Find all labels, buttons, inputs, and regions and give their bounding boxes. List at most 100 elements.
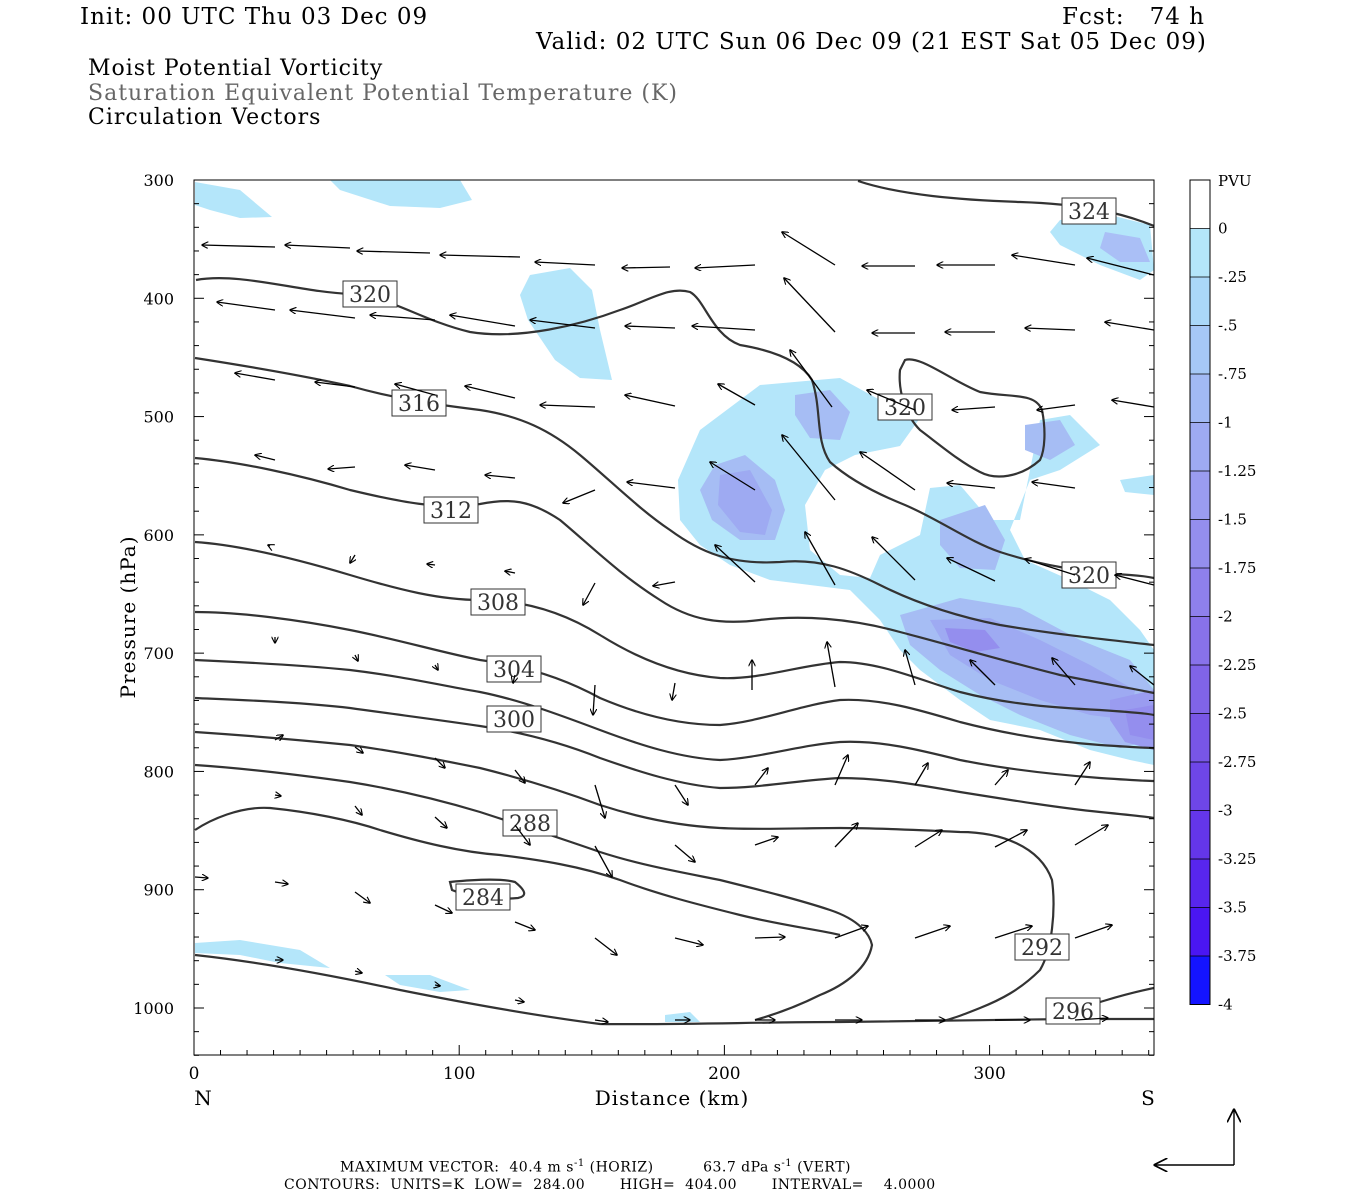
circulation-vector — [274, 735, 283, 740]
svg-text:320: 320 — [349, 283, 391, 308]
circulation-vector — [1032, 482, 1076, 489]
y-tick-label: 700 — [143, 644, 174, 663]
contour-label-308: 308 — [470, 588, 526, 616]
circulation-vector — [1115, 575, 1154, 586]
circulation-vector — [1025, 328, 1076, 330]
plot-frame — [193, 179, 1155, 1056]
contour-ground — [194, 953, 1154, 1026]
circulation-vector — [594, 784, 605, 818]
contour-312 — [194, 456, 1154, 695]
y-tick-label: 1000 — [133, 999, 174, 1018]
x-left-label: N — [194, 1086, 212, 1110]
x-tick-label: 0 — [189, 1064, 200, 1084]
x-right-label: S — [1141, 1086, 1155, 1110]
init-time: Init: 00 UTC Thu 03 Dec 09 — [80, 4, 429, 30]
colorbar-swatch — [1190, 228, 1210, 277]
circulation-vector — [485, 475, 516, 478]
contour-304 — [194, 610, 1154, 750]
circulation-vector — [625, 326, 676, 328]
circulation-vector — [535, 262, 596, 265]
circulation-vector — [692, 326, 756, 331]
axes: 0 100 200 300 300 400 500 600 700 800 900 1000 — [133, 171, 1154, 1084]
circulation-vector — [1074, 762, 1090, 786]
colorbar-swatch — [1190, 519, 1210, 568]
contour-320-closed — [898, 358, 1046, 478]
forecast-hour: Fcst: 74 h — [1062, 4, 1205, 30]
circulation-vector — [754, 768, 768, 786]
circulation-vector — [1037, 404, 1076, 410]
colorbar-label: -.5 — [1218, 317, 1237, 335]
mpv-region — [718, 470, 772, 535]
field-title-theta-es: Saturation Equivalent Potential Temperat… — [88, 81, 678, 106]
y-tick-label: 500 — [143, 408, 174, 427]
circulation-vector — [970, 660, 996, 686]
circulation-vector — [860, 452, 916, 491]
circulation-vector — [782, 435, 836, 501]
circulation-vector — [872, 537, 916, 581]
y-tick-label: 300 — [143, 171, 174, 190]
contour-308 — [194, 540, 1154, 717]
contour-label-288: 288 — [502, 809, 558, 837]
colorbar-label: -3 — [1218, 802, 1233, 820]
circulation-vector — [1012, 255, 1076, 266]
contour-label-300: 300 — [486, 705, 542, 733]
contour-label-316: 316 — [391, 389, 447, 417]
circulation-vector — [1074, 825, 1108, 846]
circulation-vector — [1130, 666, 1154, 686]
mpv-region — [795, 390, 850, 440]
circulation-vector — [350, 554, 355, 563]
x-axis-label: Distance (km) — [595, 1086, 750, 1110]
colorbar-swatch — [1190, 325, 1210, 374]
circulation-vector — [994, 770, 1008, 786]
circulation-vector — [715, 545, 756, 583]
contour-info: CONTOURS: UNITS=K LOW= 284.00 HIGH= 404.… — [284, 1177, 936, 1193]
circulation-vector — [514, 921, 535, 930]
svg-text:296: 296 — [1052, 1000, 1094, 1025]
colorbar: 0 -.25 -.5 -.75 -1 -1.25 -1.5 -1.75 -2 -2.25 -2.5 -… — [1189, 179, 1256, 1014]
circulation-vector — [627, 482, 676, 489]
circulation-vector — [784, 278, 836, 333]
circulation-vector — [994, 926, 1032, 939]
circulation-vector — [357, 251, 431, 253]
colorbar-label: -1.5 — [1218, 511, 1247, 529]
y-tick-label: 400 — [143, 289, 174, 308]
contour-label-320b: 320 — [877, 393, 933, 421]
contour-label-292: 292 — [1014, 933, 1070, 961]
circulation-vector — [1074, 1018, 1108, 1020]
circulation-vector — [285, 245, 351, 248]
colorbar-swatch — [1190, 568, 1210, 617]
circulation-vector — [622, 267, 671, 268]
contour-320-upper — [195, 277, 1154, 580]
circulation-vector — [540, 405, 596, 407]
circulation-vector — [405, 465, 436, 471]
circulation-vector — [328, 467, 356, 469]
valid-time: Valid: 02 UTC Sun 06 Dec 09 (21 EST Sat … — [536, 29, 1207, 55]
circulation-vector — [905, 650, 916, 686]
circulation-vector — [1087, 258, 1154, 276]
circulation-vector — [354, 747, 363, 753]
colorbar-swatch — [1190, 277, 1210, 326]
circulation-vector — [594, 1020, 608, 1022]
circulation-vector — [594, 845, 612, 877]
reference-vectors — [1155, 1110, 1234, 1165]
colorbar-swatch — [1190, 907, 1210, 956]
circulation-vector — [354, 971, 362, 973]
mpv-region — [940, 505, 1005, 570]
svg-text:288: 288 — [509, 812, 551, 837]
colorbar-swatch — [1190, 422, 1210, 471]
contour-label-320a: 320 — [342, 280, 398, 308]
colorbar-label: -3.5 — [1218, 899, 1247, 917]
circulation-vector — [1025, 559, 1076, 576]
circulation-vector — [782, 232, 836, 266]
contour-labels: 324 320 320 320 316 312 308 304 300 288 … — [342, 197, 1117, 1025]
circulation-vector — [514, 769, 525, 783]
colorbar-label: -1.75 — [1218, 559, 1256, 577]
colorbar-swatch — [1190, 180, 1210, 229]
y-axis-label: Pressure (hPa) — [116, 536, 140, 699]
svg-text:300: 300 — [493, 708, 535, 733]
circulation-vector — [513, 674, 515, 683]
contour-284-main — [194, 806, 841, 937]
colorbar-label: -4 — [1218, 996, 1233, 1014]
circulation-vector — [947, 483, 996, 489]
